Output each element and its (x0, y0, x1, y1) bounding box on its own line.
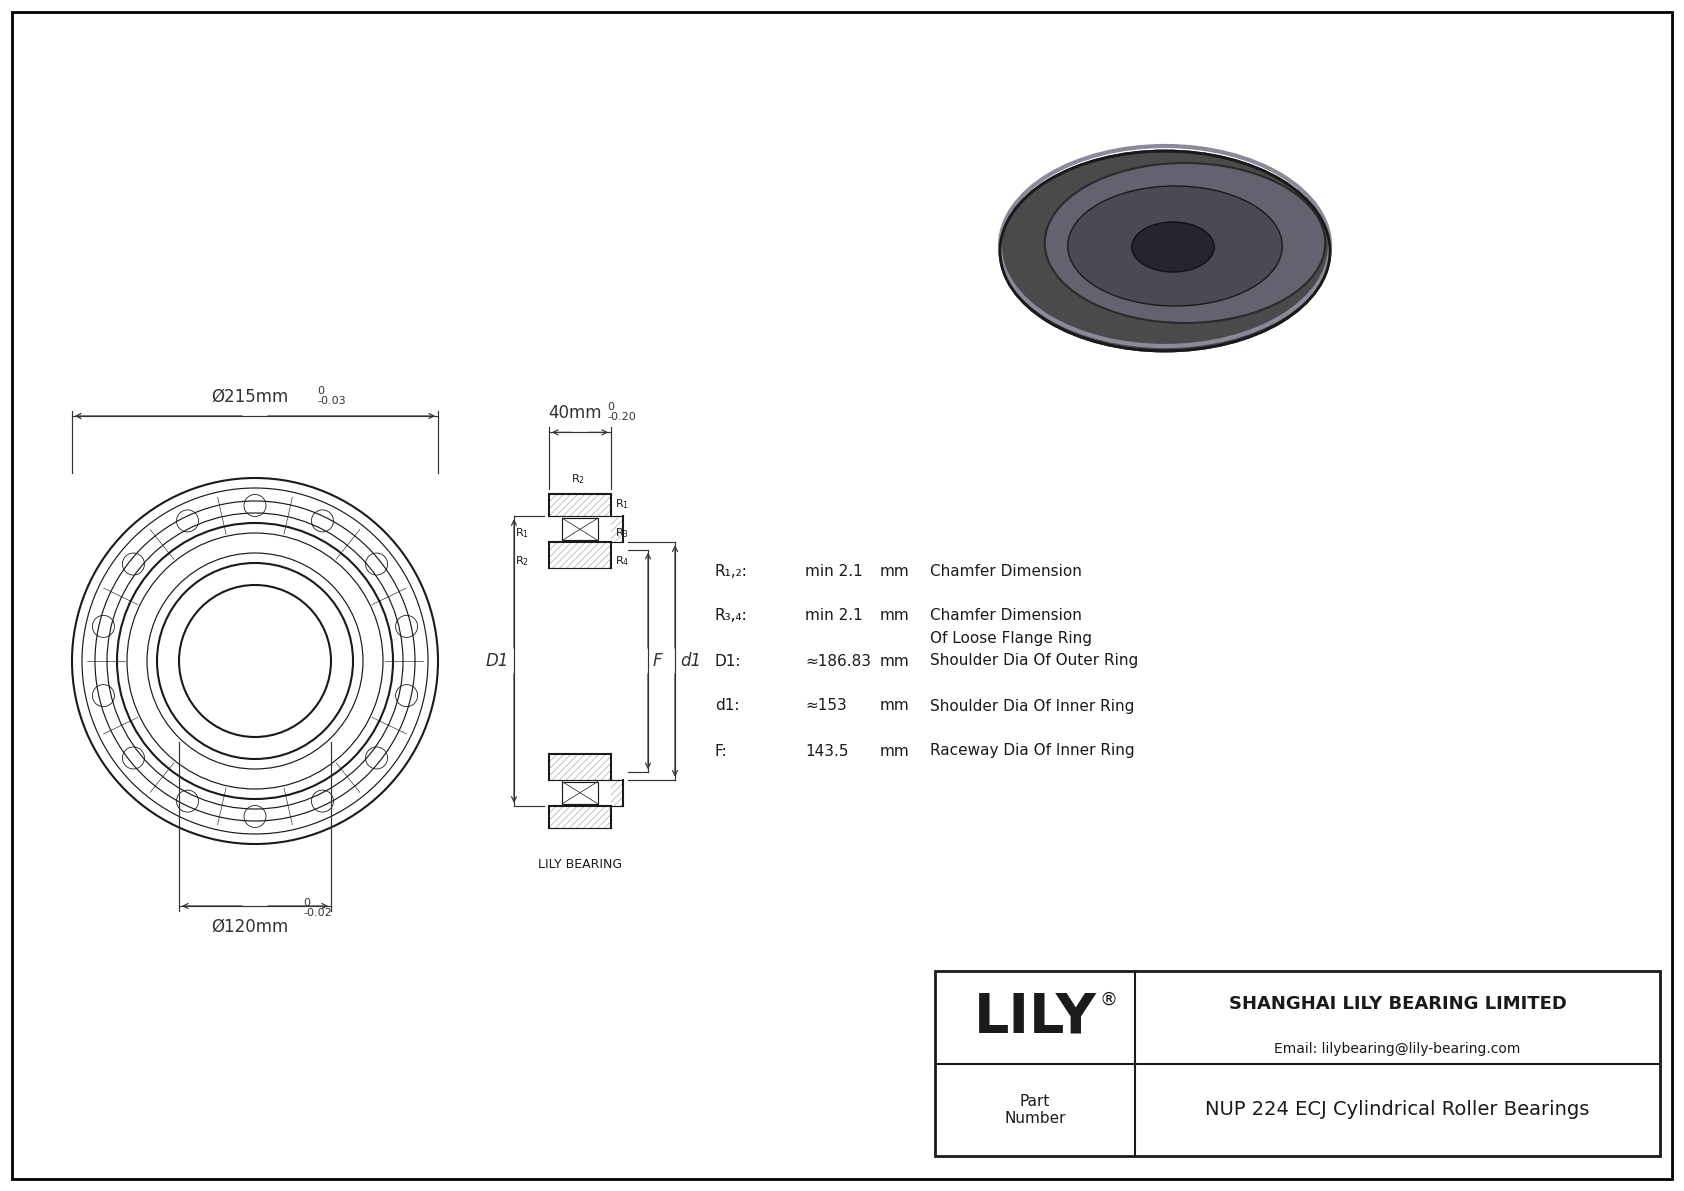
Text: min 2.1: min 2.1 (805, 563, 862, 579)
Text: mm: mm (881, 654, 909, 668)
Text: LILY: LILY (973, 990, 1096, 1045)
Text: ®: ® (1100, 990, 1118, 1009)
Text: D1:: D1: (716, 654, 741, 668)
Text: F:: F: (716, 743, 727, 759)
Text: -0.02: -0.02 (303, 908, 332, 918)
Text: R₃,₄:: R₃,₄: (716, 609, 748, 624)
Text: Ø215mm: Ø215mm (212, 388, 288, 406)
Text: F: F (653, 651, 662, 671)
Text: R$_1$: R$_1$ (515, 526, 529, 541)
Bar (562, 518, 598, 541)
Text: R$_1$: R$_1$ (615, 498, 630, 511)
Text: ≈186.83: ≈186.83 (805, 654, 871, 668)
Text: Chamfer Dimension: Chamfer Dimension (930, 563, 1081, 579)
Ellipse shape (1000, 151, 1330, 351)
Text: R$_2$: R$_2$ (571, 473, 584, 486)
Text: mm: mm (881, 743, 909, 759)
Text: -0.20: -0.20 (606, 412, 637, 423)
Text: 0: 0 (303, 898, 310, 908)
Text: ≈153: ≈153 (805, 698, 847, 713)
Ellipse shape (1044, 163, 1325, 323)
Ellipse shape (1132, 222, 1214, 272)
Text: Email: lilybearing@lily-bearing.com: Email: lilybearing@lily-bearing.com (1275, 1042, 1521, 1055)
Text: LILY BEARING: LILY BEARING (537, 858, 621, 871)
Text: 40mm: 40mm (549, 405, 601, 423)
Text: NUP 224 ECJ Cylindrical Roller Bearings: NUP 224 ECJ Cylindrical Roller Bearings (1206, 1100, 1590, 1120)
Text: Ø120mm: Ø120mm (212, 918, 288, 936)
Text: R$_3$: R$_3$ (615, 526, 630, 541)
Text: Raceway Dia Of Inner Ring: Raceway Dia Of Inner Ring (930, 743, 1135, 759)
Text: mm: mm (881, 609, 909, 624)
Text: mm: mm (881, 698, 909, 713)
Text: R$_2$: R$_2$ (515, 555, 529, 568)
Text: min 2.1: min 2.1 (805, 609, 862, 624)
Text: Shoulder Dia Of Outer Ring: Shoulder Dia Of Outer Ring (930, 654, 1138, 668)
Text: D1: D1 (485, 651, 509, 671)
Text: Chamfer Dimension: Chamfer Dimension (930, 609, 1081, 624)
Text: Of Loose Flange Ring: Of Loose Flange Ring (930, 631, 1091, 646)
Text: Part
Number: Part Number (1004, 1093, 1066, 1125)
Text: R$_4$: R$_4$ (615, 555, 630, 568)
Text: R₁,₂:: R₁,₂: (716, 563, 748, 579)
Text: SHANGHAI LILY BEARING LIMITED: SHANGHAI LILY BEARING LIMITED (1229, 996, 1566, 1014)
Text: 0: 0 (317, 386, 323, 395)
Text: 143.5: 143.5 (805, 743, 849, 759)
Bar (935, 971, 1660, 1156)
Text: 0: 0 (606, 403, 615, 412)
Text: mm: mm (881, 563, 909, 579)
Ellipse shape (1068, 186, 1282, 306)
Text: d1:: d1: (716, 698, 739, 713)
Text: -0.03: -0.03 (317, 395, 345, 406)
Bar (562, 781, 598, 804)
Text: Shoulder Dia Of Inner Ring: Shoulder Dia Of Inner Ring (930, 698, 1135, 713)
Text: d1: d1 (680, 651, 701, 671)
